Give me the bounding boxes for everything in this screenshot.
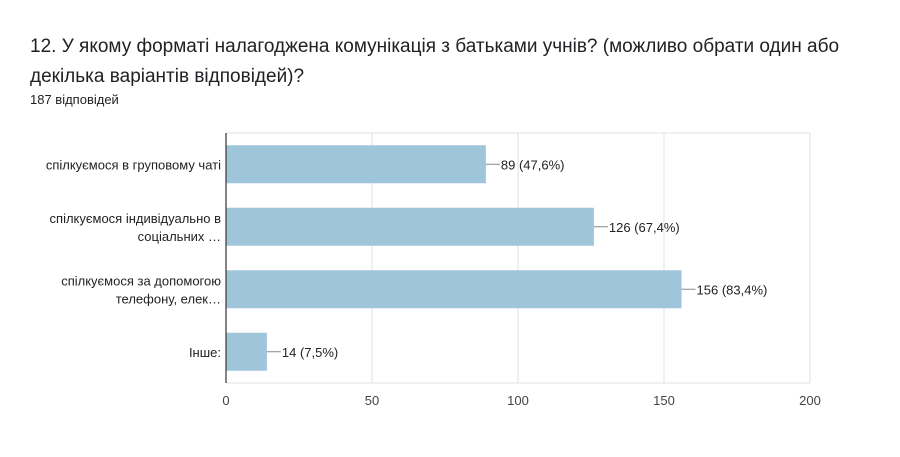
value-label: 156 (83,4%) (697, 282, 768, 297)
bar[interactable] (226, 145, 486, 184)
bar[interactable] (226, 332, 267, 371)
x-tick-label: 0 (222, 393, 229, 408)
category-label: Інше: (189, 345, 221, 360)
question-title: 12. У якому форматі налагоджена комуніка… (30, 36, 840, 87)
category-label: спілкуємося в груповому чаті (46, 157, 221, 172)
category-label: соціальних … (138, 229, 221, 244)
response-count: 187 відповідей (30, 92, 119, 107)
category-label: телефону, елек… (116, 291, 221, 306)
x-tick-label: 150 (653, 393, 675, 408)
x-tick-label: 200 (799, 393, 821, 408)
bar[interactable] (226, 270, 682, 309)
value-label: 126 (67,4%) (609, 220, 680, 235)
category-label: спілкуємося індивідуально в (50, 211, 222, 226)
value-label: 14 (7,5%) (282, 345, 338, 360)
x-tick-label: 100 (507, 393, 529, 408)
bar[interactable] (226, 207, 594, 246)
category-label: спілкуємося за допомогою (61, 273, 221, 288)
x-tick-label: 50 (365, 393, 379, 408)
value-label: 89 (47,6%) (501, 157, 565, 172)
